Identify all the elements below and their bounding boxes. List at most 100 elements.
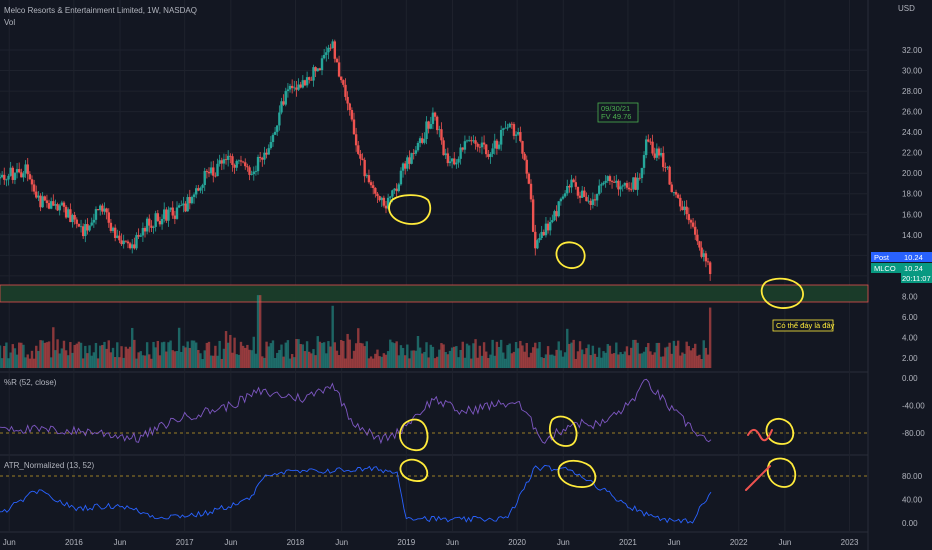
candle-body [139,235,142,237]
volume-bar [433,358,437,368]
volume-bar [410,350,413,368]
candle-body [429,123,432,129]
volume-bar [109,352,113,368]
volume-bar [367,358,371,368]
volume-bar [28,358,32,368]
candle-body [393,188,396,191]
candle-body [574,182,577,187]
candle-body [367,175,371,183]
candle-body [561,196,565,199]
atr-axis[interactable]: 80.00 40.00 0.00 [902,472,923,528]
volume-bar [527,357,531,368]
candle-body [318,68,322,71]
bottom-note-text: Có thể đáy là đây [776,321,835,330]
candle-body [64,206,68,218]
volume-bar [280,344,283,368]
candle-body [222,159,226,164]
volume-bar [431,346,435,368]
volume-bar [254,353,258,368]
candle-body [141,227,145,236]
price-axis[interactable]: 32.00 30.00 28.00 26.00 24.00 22.00 20.00 18.00… [902,46,923,363]
candle-body [683,206,686,211]
volume-bar [666,346,669,368]
volume-bar [88,345,91,368]
candle-body [101,205,104,212]
volume-bar [357,328,360,368]
volume-bar [218,340,221,368]
volume-bar [43,342,46,368]
candle-body [440,129,443,141]
price-tick-label: 4.00 [902,333,918,342]
volume-bar [536,348,539,368]
candle-body [653,153,656,158]
volume-bar [380,356,383,368]
volume-bar [224,331,228,368]
candle-body [685,206,688,215]
volume-bar [77,341,81,368]
volume-bar [248,349,251,368]
volume-bar [122,357,125,368]
volume-bar [572,339,575,368]
volume-bar [589,355,592,368]
candle-body [41,196,44,208]
volume-bar [480,355,484,368]
candle-body [133,244,136,249]
volume-bar [644,347,648,368]
volume-bar [273,358,277,368]
candle-body [107,212,110,223]
volume-bar [553,355,556,368]
candle-body [154,213,157,227]
time-tick-label: Jun [778,538,791,547]
candle-body [691,222,695,227]
volume-bar [329,346,332,368]
volume-bar [664,347,667,368]
volume-bar [369,356,373,368]
volume-bar [45,342,49,368]
volume-bar [627,355,631,368]
volume-bar [58,353,61,368]
candle-body [702,253,705,257]
volume-bar [293,357,296,368]
volume-bar [244,347,247,368]
time-axis[interactable]: Jun 2016 Jun 2017 Jun 2018 Jun 2019 Jun 2020 Jun 20… [3,538,859,547]
annotation-circle [388,194,432,225]
candle-body [527,173,531,184]
wr-axis[interactable]: 0.00 -40.00 -80.00 [902,374,925,438]
candle-body [297,84,300,90]
volume-bar [457,357,460,368]
candle-body [81,226,85,237]
candle-body [361,158,364,160]
candle-body [56,204,59,211]
candle-body [666,166,669,168]
volume-bar [401,347,405,368]
volume-bar [318,341,322,368]
candle-body [69,209,72,223]
volume-bar [49,357,53,368]
candle-body [67,209,70,218]
volume-bar [493,355,496,368]
candle-body [43,196,46,201]
candle-body [476,143,479,147]
candle-body [480,142,484,148]
volume-bar [192,340,196,368]
candle-body [99,205,102,211]
volume-bar [263,357,266,368]
candle-body [521,141,524,154]
volume-bar [442,344,445,368]
volume-bar [376,349,379,368]
candle-body [9,167,12,176]
candle-body [280,101,283,113]
candle-body [286,89,290,92]
candle-body [676,194,680,198]
candle-body [482,142,486,145]
candle-body [517,132,520,135]
candle-body [156,213,160,221]
candle-body [24,164,27,174]
callout-date: 09/30/21 [601,104,630,113]
candle-body [408,157,411,164]
candle-body [0,174,4,178]
candle-body [32,184,36,192]
candle-body [143,227,147,232]
candle-body [7,175,10,180]
